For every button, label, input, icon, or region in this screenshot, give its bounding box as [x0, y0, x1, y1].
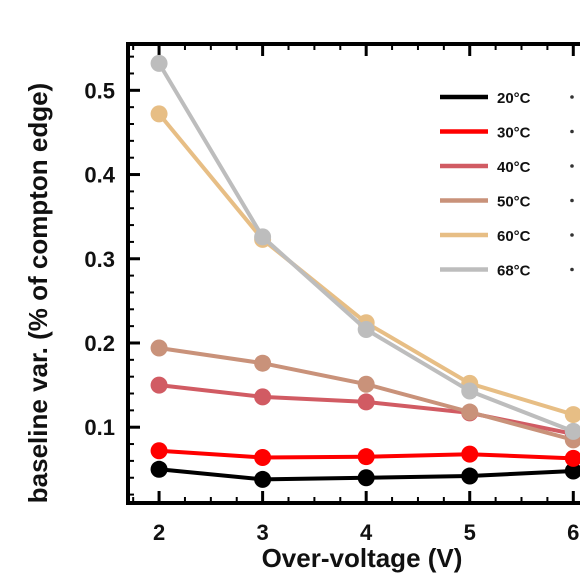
legend-entry: 20°C	[440, 90, 574, 107]
y-tick-label: 0.2	[84, 331, 115, 356]
data-point	[150, 376, 168, 394]
legend-dot	[570, 233, 574, 237]
series	[150, 460, 580, 488]
data-point	[254, 388, 272, 406]
data-point	[357, 448, 375, 466]
legend-dot	[570, 95, 574, 99]
data-point	[564, 449, 580, 467]
data-point	[254, 228, 272, 246]
y-axis-title: baseline var. (% of compton edge)	[23, 83, 53, 503]
x-tick-label: 5	[464, 520, 476, 545]
legend-dot	[570, 198, 574, 203]
x-tick-label: 6	[567, 520, 579, 545]
y-tick-label: 0.4	[84, 163, 115, 188]
data-point	[254, 449, 272, 467]
x-tick-label: 3	[256, 520, 268, 545]
legend: 20°C 30°C 40°C 50°C 60°C 68°C	[440, 90, 574, 280]
x-tick-label: 4	[360, 520, 373, 545]
y-tick-label: 0.3	[84, 247, 115, 272]
data-point	[461, 445, 479, 463]
y-tick-label: 0.1	[84, 415, 115, 440]
data-point	[461, 382, 479, 400]
data-point	[357, 375, 375, 393]
data-point	[150, 105, 168, 123]
data-point	[150, 54, 168, 72]
y-axis-ticks: 0.1 0.2 0.3 0.4 0.5	[84, 55, 140, 496]
data-point	[150, 460, 168, 478]
data-point	[150, 339, 168, 357]
series	[150, 339, 580, 449]
data-point	[564, 462, 580, 480]
y-tick-label: 0.5	[84, 78, 115, 103]
legend-entry: 30°C	[440, 125, 574, 142]
x-axis-title: Over-voltage (V)	[262, 543, 463, 573]
data-point	[254, 470, 272, 488]
data-point	[150, 442, 168, 460]
legend-label: 60°C	[497, 228, 531, 245]
data-point	[357, 469, 375, 487]
legend-label: 40°C	[497, 159, 531, 176]
legend-label: 68°C	[497, 263, 531, 280]
legend-label: 20°C	[497, 90, 531, 107]
series	[150, 54, 580, 440]
data-point	[357, 393, 375, 411]
legend-entry: 40°C	[440, 159, 574, 176]
data-point	[357, 321, 375, 339]
data-point	[254, 354, 272, 372]
legend-entry: 50°C	[440, 194, 574, 211]
x-tick-label: 2	[153, 520, 165, 545]
x-axis-ticks: 2 3 4 5 6	[132, 44, 579, 545]
legend-dot	[570, 129, 574, 134]
legend-label: 30°C	[497, 125, 531, 142]
legend-dot	[570, 164, 574, 168]
data-point	[461, 467, 479, 485]
data-point	[461, 403, 479, 421]
series	[150, 442, 580, 467]
legend-entry: 60°C	[440, 228, 574, 245]
legend-label: 50°C	[497, 194, 531, 211]
data-point	[564, 422, 580, 440]
legend-dot	[570, 267, 574, 272]
series-layer	[150, 54, 580, 488]
data-point	[564, 406, 580, 424]
legend-entry: 68°C	[440, 263, 574, 280]
